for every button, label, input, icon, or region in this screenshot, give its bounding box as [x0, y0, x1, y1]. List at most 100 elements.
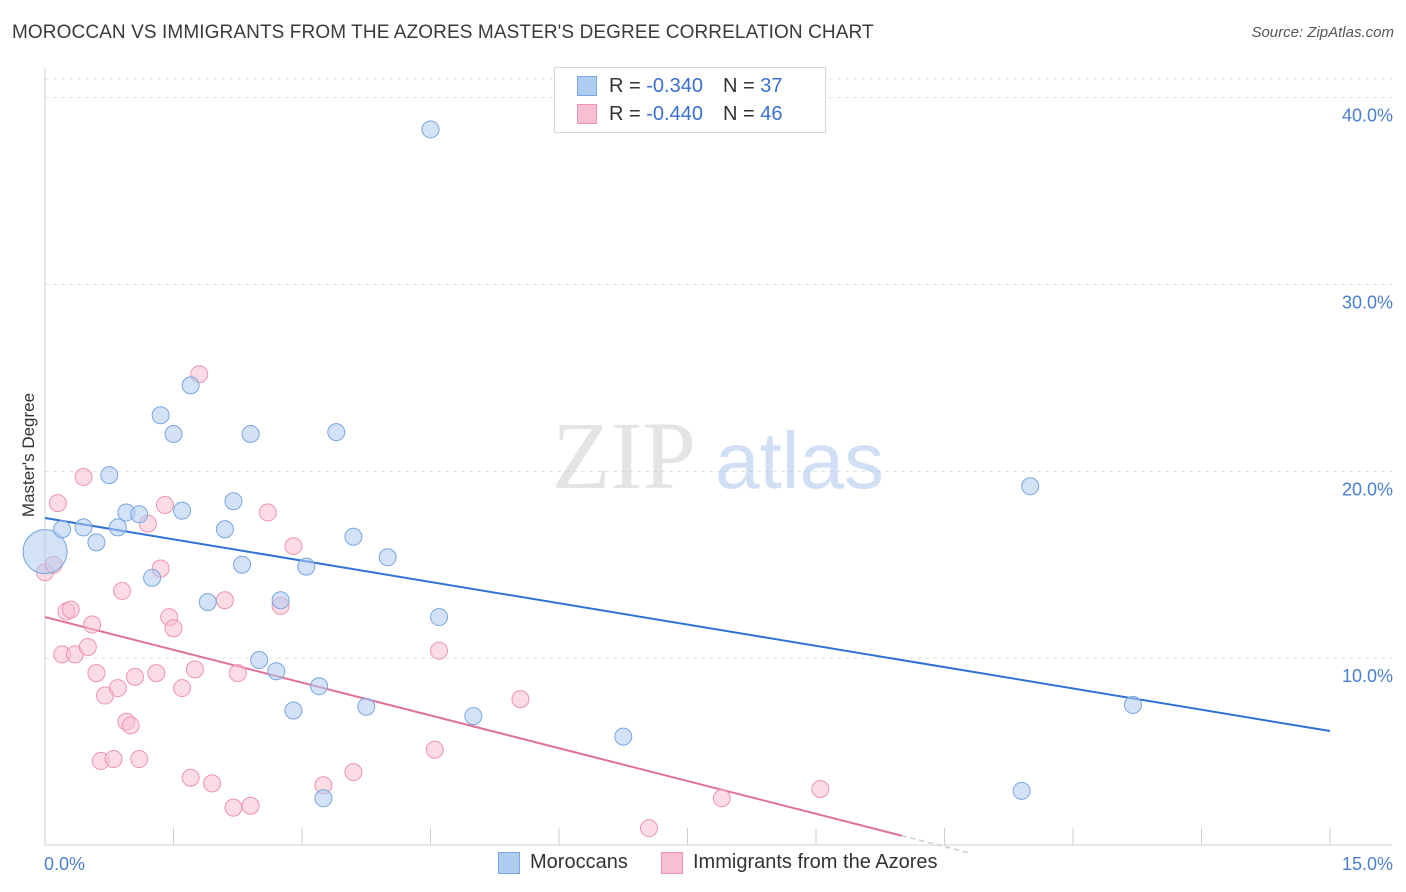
moroccans-point	[198, 593, 217, 612]
trend-lines	[44, 517, 1331, 854]
moroccans-point	[22, 529, 68, 575]
y-tick-label: 20.0%	[1342, 479, 1393, 499]
moroccans-point	[357, 697, 376, 716]
moroccans-r-value: -0.340	[646, 74, 703, 97]
moroccans-point	[1123, 695, 1142, 714]
azores-point	[113, 581, 132, 600]
azores-point	[130, 750, 149, 769]
legend-row-moroccans: R = -0.340 N = 37	[577, 72, 782, 100]
moroccans-point	[164, 424, 183, 443]
source-label: Source: ZipAtlas.com	[1251, 24, 1394, 41]
moroccans-point	[151, 406, 170, 425]
moroccans-point	[181, 376, 200, 395]
watermark: ZIP atlas	[552, 402, 884, 509]
moroccans-point	[430, 608, 449, 627]
azores-point	[425, 740, 444, 759]
y-tick-label: 40.0%	[1342, 106, 1393, 126]
moroccans-legend-swatch	[498, 851, 520, 874]
y-tick-label: 10.0%	[1342, 666, 1393, 686]
y-tick-label: 30.0%	[1342, 293, 1393, 313]
x-tick-label: 0.0%	[44, 854, 85, 874]
azores-point	[121, 716, 140, 735]
series-legend: Moroccans Immigrants from the Azores	[0, 851, 1406, 879]
watermark-atlas: atlas	[715, 416, 884, 505]
azores-point	[61, 600, 80, 619]
azores-point	[83, 615, 102, 634]
azores-point	[125, 667, 144, 686]
moroccans-point	[267, 662, 286, 681]
azores-point	[185, 660, 204, 679]
azores-n-value: 46	[760, 102, 783, 125]
moroccans-point	[327, 423, 346, 442]
correlation-legend: R = -0.340 N = 37 R = -0.440 N = 46	[554, 67, 826, 133]
moroccans-point	[284, 701, 303, 720]
azores-point	[48, 494, 67, 513]
moroccans-point	[297, 557, 316, 576]
moroccans-n-label: N =	[722, 74, 755, 97]
azores-point	[155, 495, 174, 514]
azores-point	[639, 819, 658, 838]
moroccans-point	[1021, 477, 1040, 496]
azores-point	[430, 641, 449, 660]
azores-point	[173, 679, 192, 698]
azores-point	[284, 537, 303, 556]
azores-point	[181, 768, 200, 787]
azores-point	[78, 637, 97, 656]
data-points	[22, 120, 1142, 838]
x-tick-label: 15.0%	[1342, 854, 1393, 874]
moroccans-legend-label: Moroccans	[530, 851, 628, 873]
legend-row-azores: R = -0.440 N = 46	[577, 100, 782, 128]
moroccans-point	[143, 568, 162, 587]
azores-trend-extension	[901, 834, 971, 854]
moroccans-point	[173, 501, 192, 520]
azores-point	[344, 763, 363, 782]
azores-r-value: -0.440	[646, 102, 703, 125]
moroccans-point	[215, 520, 234, 539]
azores-point	[74, 467, 93, 486]
moroccans-point	[224, 492, 243, 511]
moroccans-point	[74, 518, 93, 537]
moroccans-n-value: 37	[760, 74, 783, 97]
azores-trend-line	[44, 616, 902, 837]
azores-n-label: N =	[722, 102, 755, 125]
moroccans-r-label: R =	[609, 74, 641, 97]
azores-legend-label: Immigrants from the Azores	[693, 851, 938, 873]
azores-point	[147, 664, 166, 683]
moroccans-point	[314, 789, 333, 808]
moroccans-point	[87, 533, 106, 552]
legend-item-azores: Immigrants from the Azores	[661, 851, 938, 874]
azores-r-label: R =	[609, 102, 641, 125]
azores-point	[511, 690, 530, 709]
moroccans-point	[241, 424, 260, 443]
azores-point	[258, 503, 277, 522]
moroccans-point	[310, 677, 329, 696]
azores-swatch	[577, 104, 597, 124]
moroccans-point	[1012, 781, 1031, 800]
azores-point	[104, 750, 123, 769]
moroccans-point	[378, 548, 397, 567]
moroccans-point	[130, 505, 149, 524]
moroccans-trend-line	[44, 517, 1331, 733]
azores-point	[224, 798, 243, 817]
azores-point	[108, 679, 127, 698]
azores-point	[215, 591, 234, 610]
azores-point	[203, 774, 222, 793]
moroccans-swatch	[577, 76, 597, 96]
moroccans-point	[614, 727, 633, 746]
moroccans-point	[108, 518, 127, 537]
azores-point	[241, 796, 260, 815]
moroccans-point	[100, 466, 119, 485]
moroccans-point	[53, 520, 72, 539]
moroccans-point	[421, 120, 440, 139]
moroccans-point	[344, 527, 363, 546]
tick-labels: 10.0% 20.0% 30.0% 40.0% 0.0% 15.0%	[44, 106, 1393, 874]
chart-title: MOROCCAN VS IMMIGRANTS FROM THE AZORES M…	[12, 22, 874, 43]
moroccans-point	[271, 591, 290, 610]
moroccans-point	[250, 651, 269, 670]
moroccans-point	[233, 555, 252, 574]
y-axis-label: Master's Degree	[19, 393, 38, 517]
azores-point	[87, 664, 106, 683]
azores-point	[712, 789, 731, 808]
legend-item-moroccans: Moroccans	[498, 851, 628, 874]
